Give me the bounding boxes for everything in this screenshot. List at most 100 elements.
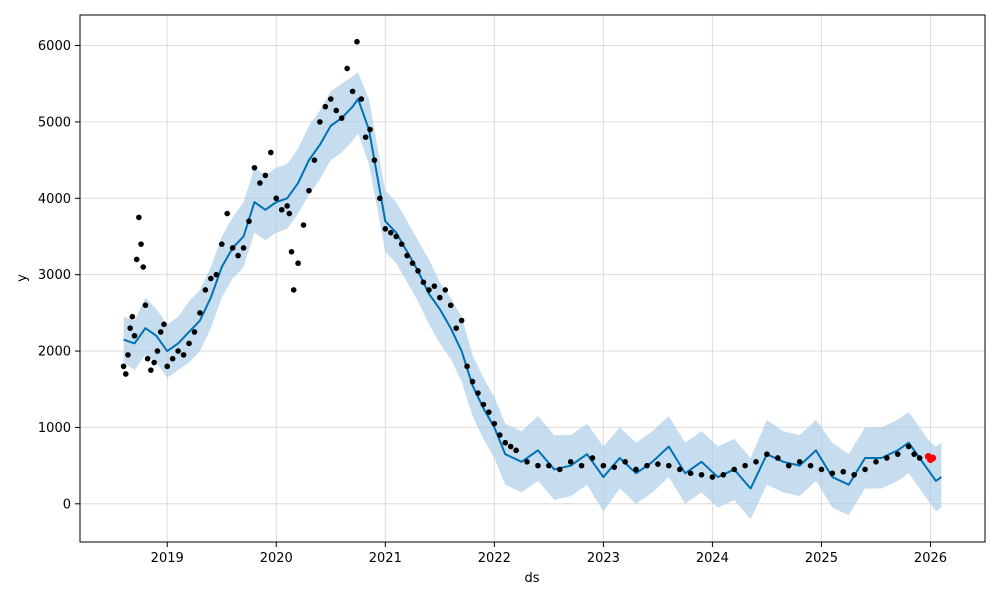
observed-point [486, 409, 492, 415]
observed-point [122, 371, 129, 377]
y-tick-label-1000: 1000 [38, 421, 71, 436]
observed-point [862, 466, 868, 473]
observed-point [916, 455, 923, 461]
observed-point [327, 96, 334, 102]
observed-point [251, 164, 258, 171]
observed-point [742, 462, 748, 469]
observed-point [851, 471, 857, 478]
observed-point [300, 222, 307, 228]
observed-point [142, 302, 149, 309]
observed-point [148, 367, 154, 373]
x-tick-label-2024: 2024 [696, 551, 729, 566]
observed-point [151, 359, 157, 366]
observed-point [125, 352, 131, 358]
observed-point [224, 210, 230, 217]
x-axis-label: ds [524, 571, 539, 586]
y-tick-label-0: 0 [63, 497, 71, 512]
observed-point [431, 283, 438, 289]
observed-point [127, 325, 133, 331]
y-tick-label-2000: 2000 [38, 345, 71, 360]
x-tick-label-2022: 2022 [478, 551, 511, 566]
observed-point [720, 471, 727, 478]
observed-point [278, 206, 285, 213]
observed-point [362, 134, 369, 141]
observed-point [622, 459, 628, 465]
observed-point [218, 241, 225, 247]
observed-points-layer [120, 38, 923, 480]
y-tick-label-4000: 4000 [38, 192, 71, 207]
observed-point [311, 157, 318, 163]
observed-point [286, 210, 293, 217]
observed-point [437, 294, 443, 301]
observed-point [306, 187, 312, 194]
uncertainty-band [123, 72, 942, 520]
observed-point [208, 275, 214, 282]
observed-point [202, 287, 209, 293]
observed-point [157, 329, 164, 335]
observed-point [344, 65, 350, 72]
observed-point [133, 256, 140, 263]
y-tick-label-5000: 5000 [38, 115, 71, 130]
observed-point [420, 279, 427, 286]
observed-point [120, 363, 127, 370]
observed-point [268, 149, 274, 156]
observed-point [796, 459, 803, 465]
observed-point [140, 264, 147, 270]
observed-point [894, 451, 901, 457]
observed-point [453, 325, 459, 331]
x-tick-label-2021: 2021 [369, 551, 402, 566]
observed-point [469, 378, 476, 385]
y-axis-ticks: 0 1000 2000 3000 4000 5000 6000 [38, 39, 80, 512]
plot-frame [79, 14, 986, 543]
observed-point [458, 317, 465, 324]
x-tick-label-2019: 2019 [151, 551, 184, 566]
observed-point [611, 464, 618, 470]
observed-point [905, 443, 912, 450]
observed-point [273, 195, 280, 202]
x-axis-ticks: 2019 2020 2021 2022 2023 2024 2025 2026 [151, 542, 947, 566]
uncertainty-interval-layer [123, 72, 942, 520]
observed-point [246, 218, 252, 225]
observed-point [338, 115, 345, 121]
observed-point [180, 352, 187, 358]
observed-point [393, 233, 400, 240]
observed-point [322, 103, 329, 110]
y-axis-label: y [15, 274, 30, 282]
observed-point [161, 321, 167, 328]
observed-point [191, 329, 198, 335]
x-tick-label-2026: 2026 [914, 551, 947, 566]
observed-point [367, 126, 373, 133]
observed-point [589, 455, 596, 461]
observed-point [333, 107, 340, 114]
observed-point [556, 466, 563, 473]
observed-point [785, 462, 792, 469]
observed-point [175, 348, 181, 354]
observed-point [535, 462, 541, 469]
observed-point [480, 401, 487, 408]
observed-point [687, 470, 694, 477]
x-tick-label-2023: 2023 [587, 551, 620, 566]
observed-point [600, 462, 607, 469]
observed-point [164, 363, 171, 370]
observed-point [371, 157, 378, 163]
observed-point [317, 119, 323, 125]
observed-point [197, 310, 203, 316]
observed-point [775, 455, 781, 461]
observed-point [129, 313, 136, 320]
observed-point [578, 462, 585, 469]
observed-point [676, 466, 683, 473]
observed-point [829, 470, 836, 477]
observed-point [290, 287, 297, 293]
observed-point [354, 38, 360, 45]
observed-point [698, 471, 705, 478]
observed-point [235, 252, 241, 259]
observed-point [524, 459, 530, 465]
observed-point [491, 420, 498, 427]
observed-point [262, 172, 269, 179]
observed-point [911, 451, 917, 457]
observed-point [731, 466, 738, 473]
holdout-points-layer [924, 452, 937, 464]
observed-point [377, 195, 383, 202]
x-tick-label-2025: 2025 [805, 551, 838, 566]
